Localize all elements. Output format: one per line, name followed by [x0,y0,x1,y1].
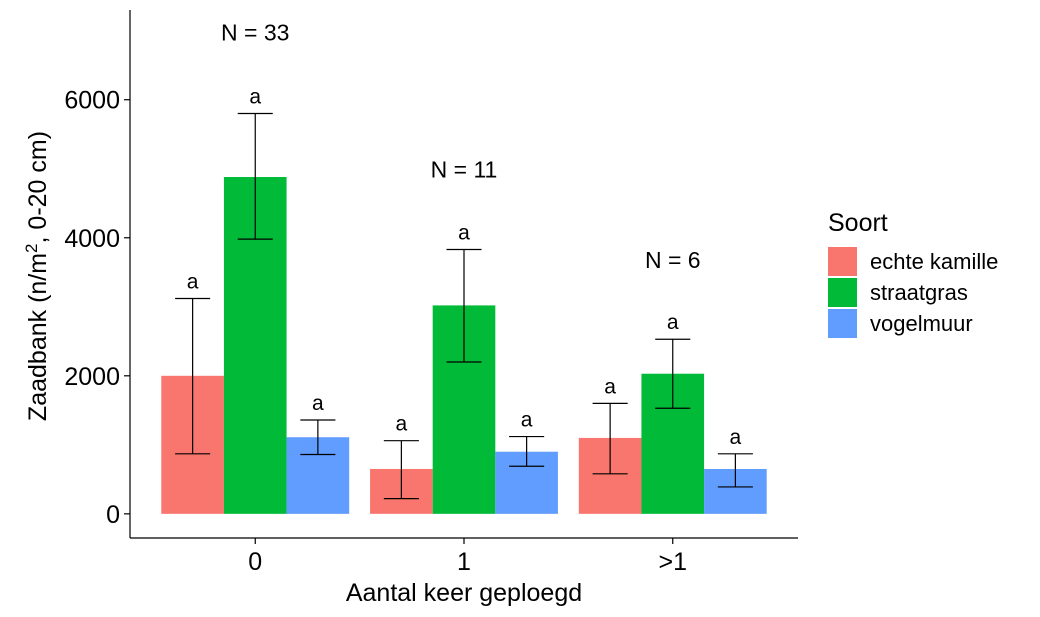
legend-swatch [828,309,857,338]
significance-letter: a [604,375,616,398]
group-count-label: N = 33 [221,19,289,45]
significance-letter: a [312,392,324,415]
x-tick-label: 0 [248,548,262,576]
legend-item-vogelmuur: vogelmuur [828,308,998,339]
error-bars [175,112,753,500]
legend-title: Soort [828,209,888,237]
group-count-label: N = 6 [645,247,701,273]
legend-item-echte-kamille: echte kamille [828,246,998,277]
y-tick-label: 4000 [64,225,120,253]
significance-letter: a [667,311,679,334]
y-tick-label: 2000 [64,363,120,391]
legend-swatch [828,247,857,276]
significance-letters: a a a a a a a a a [187,86,742,449]
significance-letter: a [396,413,408,436]
significance-letter: a [249,86,261,109]
significance-letter: a [730,426,742,449]
significance-letter: a [187,271,199,294]
legend-label: vogelmuur [870,310,973,336]
y-tick-label: 6000 [64,87,120,115]
bars [161,177,767,514]
legend-label: echte kamille [870,248,999,274]
legend-label: straatgras [870,279,968,305]
x-tick-label: >1 [658,548,687,576]
axes: 0 2000 4000 6000 0 1 >1 [64,10,798,576]
legend: Soort echte kamille straatgras vogelmuur [828,208,998,339]
legend-item-straatgras: straatgras [828,277,998,308]
x-axis-label: Aantal keer geploegd [346,579,582,607]
significance-letter: a [521,409,533,432]
x-tick-label: 1 [457,548,471,576]
significance-letter: a [458,221,470,244]
y-tick-label: 0 [106,501,120,529]
y-axis-label: Zaadbank (n/m2, 0-20 cm) [22,131,53,421]
group-count-label: N = 11 [431,157,498,183]
group-count-labels: N = 33 N = 11 N = 6 [221,19,701,273]
legend-swatch [828,278,857,307]
